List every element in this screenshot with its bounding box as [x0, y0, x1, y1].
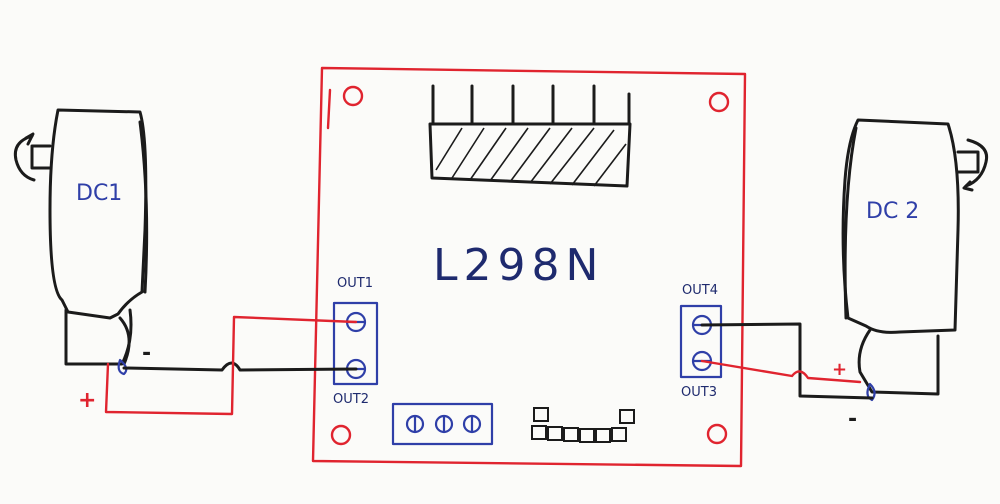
terminal-out4-out3	[679, 304, 723, 379]
wire-dc2-black	[700, 322, 874, 400]
label-out3: OUT3	[681, 385, 717, 400]
rotation-arrow-left	[13, 134, 36, 182]
label-out2: OUT2	[333, 392, 369, 407]
label-out4: OUT4	[682, 283, 718, 298]
motor-dc2-gearbox	[857, 328, 940, 396]
terminal-block-left	[332, 301, 379, 386]
l298n-board: L298N OUT1 OUT2 OUT4 OUT3	[311, 66, 747, 468]
motor-dc1-shaft	[30, 144, 52, 170]
motor-dc2-body	[841, 118, 960, 334]
polarity-right-plus: +	[832, 359, 847, 380]
terminal-out1-out2	[332, 301, 379, 386]
mount-hole-top-left	[342, 85, 364, 107]
board-edge-mark	[326, 88, 332, 130]
motor-dc1: DC1	[13, 108, 149, 376]
wire-dc1-black	[122, 361, 358, 372]
mount-hole-top-right	[708, 91, 730, 113]
label-out1: OUT1	[337, 276, 373, 291]
power-terminal-block	[391, 402, 494, 446]
wire-dc2-red	[700, 359, 862, 384]
motor-dc2: DC 2	[841, 118, 989, 402]
polarity-left-plus: +	[78, 388, 96, 413]
polarity-left-minus: -	[142, 341, 151, 366]
mount-hole-bottom-left	[330, 424, 352, 446]
motor-dc2-terminal	[866, 382, 876, 402]
motor-dc2-label: DC 2	[866, 199, 919, 224]
mount-hole-bottom-right	[706, 423, 728, 445]
polarity-right-minus: -	[848, 407, 857, 432]
motor-dc1-body	[48, 108, 148, 320]
wire-dc1-red	[104, 315, 358, 416]
motor-dc2-shaft	[956, 150, 980, 174]
board-outline	[311, 66, 747, 468]
board-title: L298N	[433, 240, 604, 291]
power-terminal	[391, 402, 494, 446]
motor-dc1-terminal	[117, 358, 128, 376]
pin-header	[531, 407, 635, 443]
terminal-block-right	[679, 304, 723, 379]
rotation-arrow-right	[964, 138, 989, 188]
motor-dc1-label: DC1	[76, 181, 122, 206]
heatsink	[428, 84, 632, 188]
